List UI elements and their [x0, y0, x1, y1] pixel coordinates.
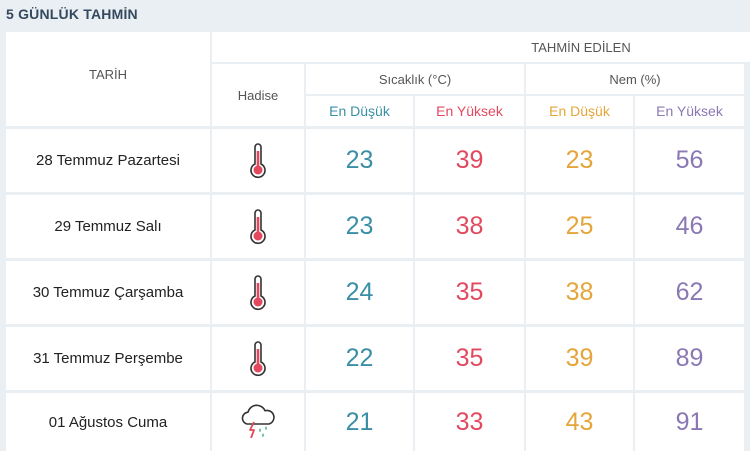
header-tarih-label: TARİH [88, 66, 128, 82]
thermometer-hot-icon [248, 208, 268, 245]
hum-min-cell: 43 [526, 393, 633, 451]
thermometer-hot-icon [248, 142, 268, 179]
header-sicaklik: Sıcaklık (°C) [306, 64, 524, 94]
hum-min-value: 38 [565, 278, 594, 306]
header-tarih: TARİH [6, 32, 210, 126]
header-tahmin-label: TAHMİN EDİLEN [531, 39, 631, 55]
hum-max-cell: 89 [635, 327, 744, 390]
header-hum-max-label: En Yüksek [656, 103, 723, 119]
header-temp-max: En Yüksek [415, 96, 524, 126]
section-title: 5 GÜNLÜK TAHMİN [6, 6, 138, 22]
temp-max-value: 38 [455, 212, 484, 240]
temp-min-cell: 23 [306, 195, 413, 258]
temp-max-cell: 35 [415, 327, 524, 390]
temp-min-value: 23 [345, 212, 374, 240]
temp-min-cell: 22 [306, 327, 413, 390]
hum-min-cell: 25 [526, 195, 633, 258]
header-temp-max-label: En Yüksek [436, 103, 503, 119]
temp-max-cell: 35 [415, 261, 524, 324]
hum-min-value: 43 [565, 407, 594, 436]
header-nem: Nem (%) [526, 64, 744, 94]
temp-max-cell: 39 [415, 129, 524, 192]
temp-max-value: 35 [455, 344, 484, 372]
temp-min-value: 24 [345, 278, 374, 306]
hum-min-value: 39 [565, 344, 594, 372]
temp-max-value: 33 [455, 407, 484, 436]
table-row-date: 01 Ağustos Cuma [6, 393, 210, 451]
header-hadise-label: Hadise [237, 87, 279, 103]
hum-max-cell: 62 [635, 261, 744, 324]
temp-max-cell: 33 [415, 393, 524, 451]
table-row-date: 28 Temmuz Pazartesi [6, 129, 210, 192]
thunderstorm-rain-icon [238, 402, 278, 442]
header-hadise: Hadise [212, 64, 304, 126]
table-row-date: 30 Temmuz Çarşamba [6, 261, 210, 324]
date-label: 30 Temmuz Çarşamba [32, 284, 184, 301]
hum-min-value: 23 [565, 146, 594, 174]
header-temp-min-label: En Düşük [329, 103, 390, 119]
header-tahmin: TAHMİN EDİLEN [212, 32, 750, 62]
header-nem-label: Nem (%) [609, 71, 661, 87]
table-row-date: 31 Temmuz Perşembe [6, 327, 210, 390]
date-label: 29 Temmuz Salı [54, 218, 162, 235]
hum-min-cell: 23 [526, 129, 633, 192]
thermometer-hot-icon [248, 274, 268, 311]
header-hum-min-label: En Düşük [549, 103, 610, 119]
hum-max-cell: 56 [635, 129, 744, 192]
table-row-date: 29 Temmuz Salı [6, 195, 210, 258]
weather-cell [212, 129, 304, 192]
temp-min-cell: 24 [306, 261, 413, 324]
hum-max-value: 89 [675, 344, 704, 372]
header-hum-min: En Düşük [526, 96, 633, 126]
hum-max-value: 91 [675, 407, 704, 436]
temp-min-value: 22 [345, 344, 374, 372]
temp-max-value: 35 [455, 278, 484, 306]
hum-min-cell: 39 [526, 327, 633, 390]
header-sicaklik-label: Sıcaklık (°C) [378, 71, 452, 87]
hum-min-cell: 38 [526, 261, 633, 324]
temp-min-cell: 23 [306, 129, 413, 192]
temp-max-cell: 38 [415, 195, 524, 258]
weather-cell [212, 327, 304, 390]
date-label: 28 Temmuz Pazartesi [36, 152, 180, 169]
temp-min-value: 23 [345, 146, 374, 174]
date-label: 01 Ağustos Cuma [48, 413, 168, 431]
weather-cell [212, 195, 304, 258]
temp-max-value: 39 [455, 146, 484, 174]
weather-cell [212, 393, 304, 451]
header-hum-max: En Yüksek [635, 96, 744, 126]
section-header: 5 GÜNLÜK TAHMİN [0, 0, 750, 32]
header-temp-min: En Düşük [306, 96, 413, 126]
temp-min-cell: 21 [306, 393, 413, 451]
temp-min-value: 21 [345, 407, 374, 436]
date-label: 31 Temmuz Perşembe [33, 350, 183, 367]
weather-cell [212, 261, 304, 324]
thermometer-hot-icon [248, 340, 268, 377]
hum-max-cell: 91 [635, 393, 744, 451]
hum-max-value: 46 [675, 212, 704, 240]
hum-max-value: 62 [675, 278, 704, 306]
hum-max-value: 56 [675, 146, 704, 174]
hum-max-cell: 46 [635, 195, 744, 258]
hum-min-value: 25 [565, 212, 594, 240]
